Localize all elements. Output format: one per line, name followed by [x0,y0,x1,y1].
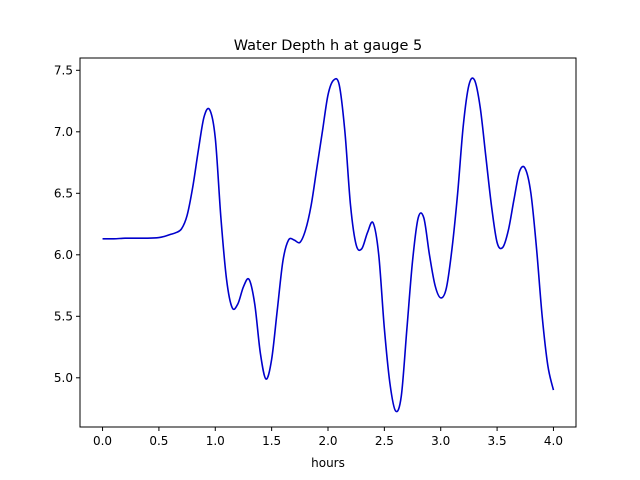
x-axis: 0.0 0.5 1.0 1.5 2.0 2.5 3.0 3.5 4.0 [93,427,563,448]
plot-area [102,77,555,413]
x-tick-label: 0.0 [93,434,112,448]
series-line [102,77,555,413]
y-tick-label: 6.5 [54,186,73,200]
y-tick-label: 7.0 [54,125,73,139]
x-tick-label: 3.5 [488,434,507,448]
x-tick-label: 2.5 [375,434,394,448]
x-tick-label: 0.5 [149,434,168,448]
chart-title: Water Depth h at gauge 5 [234,38,422,54]
x-tick-label: 1.5 [262,434,281,448]
y-tick-label: 5.5 [54,309,73,323]
y-tick-label: 7.5 [54,63,73,77]
x-tick-label: 3.0 [431,434,450,448]
x-axis-label: hours [311,456,345,470]
y-tick-label: 6.0 [54,248,73,262]
y-tick-label: 5.0 [54,371,73,385]
x-tick-label: 2.0 [318,434,337,448]
x-tick-label: 4.0 [544,434,563,448]
y-axis: 5.0 5.5 6.0 6.5 7.0 7.5 [54,63,80,385]
x-tick-label: 1.0 [206,434,225,448]
